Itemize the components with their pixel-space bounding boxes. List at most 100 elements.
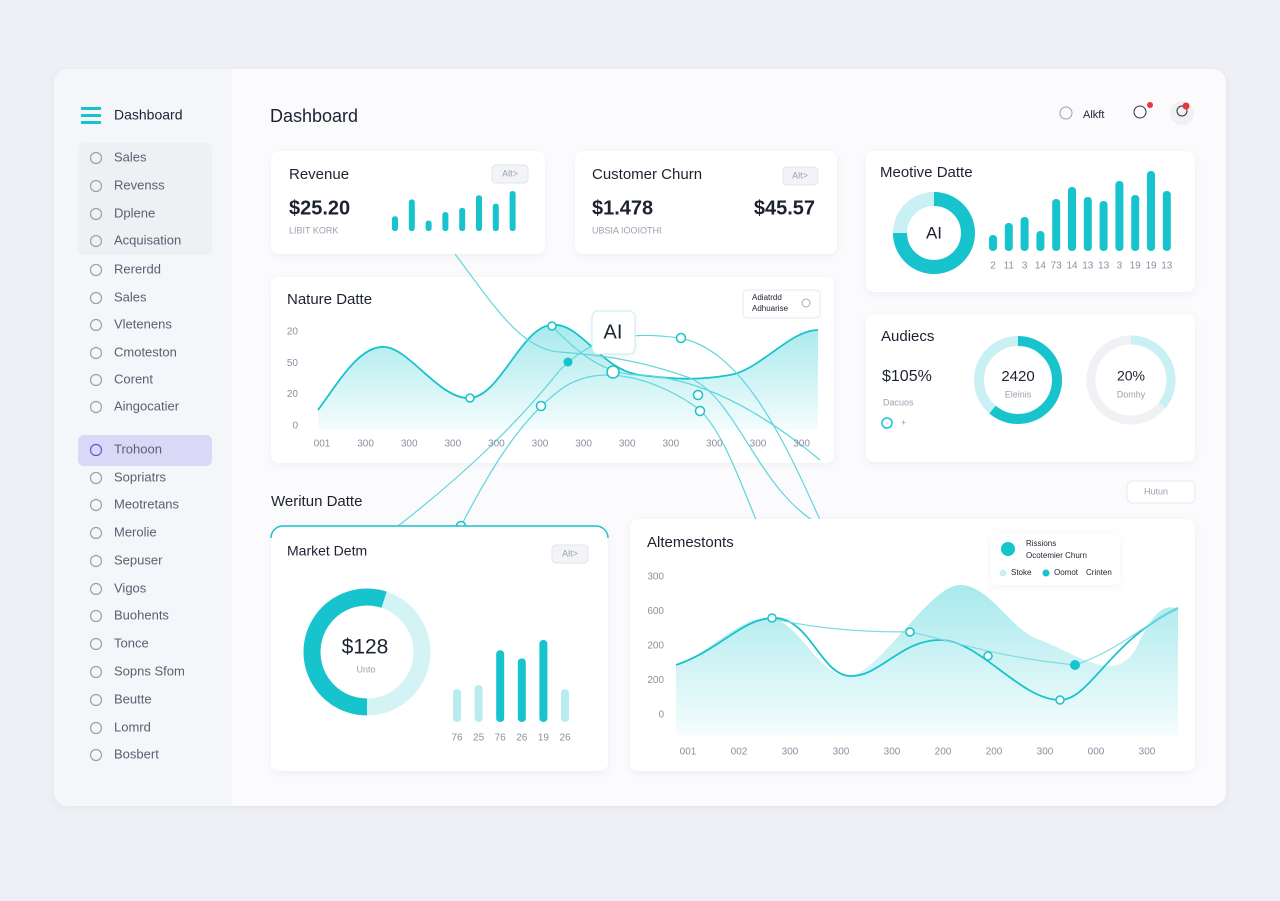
menu-icon[interactable] bbox=[81, 107, 101, 124]
card-title: Customer Churn bbox=[592, 166, 702, 183]
axis-label: 000 bbox=[1088, 747, 1105, 758]
legend-dot bbox=[1042, 569, 1050, 577]
bar bbox=[1147, 171, 1155, 251]
nav-item[interactable]: Vletenens bbox=[114, 316, 172, 331]
caption: Dacuos bbox=[883, 397, 914, 407]
axis-label: 300 bbox=[884, 747, 901, 758]
button[interactable] bbox=[551, 544, 589, 564]
nav-icon bbox=[89, 346, 103, 360]
nav-item[interactable]: Sopns Sfom bbox=[114, 663, 185, 678]
card-title: Meotive Datte bbox=[880, 164, 973, 181]
nav-icon bbox=[89, 373, 103, 387]
nav-item[interactable]: Rererdd bbox=[114, 261, 161, 276]
bar bbox=[517, 658, 526, 722]
profile-icon[interactable] bbox=[1170, 101, 1194, 125]
axis-label: 002 bbox=[731, 747, 748, 758]
donut bbox=[1086, 335, 1176, 425]
donut-label: AI bbox=[926, 223, 942, 242]
value: $1.478 bbox=[592, 197, 653, 219]
nav-item[interactable]: Sales bbox=[114, 289, 147, 304]
ai-badge-label: AI bbox=[604, 321, 623, 343]
bar bbox=[561, 689, 569, 722]
nav-icon bbox=[89, 443, 103, 457]
bar-label: 13 bbox=[1098, 261, 1110, 272]
bar bbox=[1083, 197, 1092, 251]
popup bbox=[991, 533, 1120, 585]
nav-item[interactable]: Trohoon bbox=[114, 441, 162, 456]
nav-item[interactable]: Tonce bbox=[114, 635, 149, 650]
bar bbox=[1115, 181, 1124, 251]
bar-label: 19 bbox=[1145, 261, 1157, 272]
nav-item[interactable]: Meotretans bbox=[114, 496, 180, 511]
nav-icon bbox=[89, 721, 103, 735]
bar bbox=[453, 689, 461, 722]
axis-label: 0 bbox=[658, 710, 664, 721]
nav-item[interactable]: Bosbert bbox=[114, 746, 159, 761]
button[interactable] bbox=[782, 166, 819, 186]
card bbox=[575, 151, 837, 254]
axis-label: 001 bbox=[314, 439, 331, 450]
axis-label: 300 bbox=[833, 747, 850, 758]
button-label: Hutun bbox=[1144, 486, 1168, 496]
axis-label: 200 bbox=[647, 675, 664, 686]
card-title: Revenue bbox=[289, 166, 349, 183]
bar-label: 73 bbox=[1051, 261, 1063, 272]
nav-icon bbox=[89, 151, 103, 165]
bar bbox=[1052, 199, 1061, 251]
nav-icon bbox=[89, 207, 103, 221]
bar bbox=[496, 650, 505, 722]
bar-label: 19 bbox=[538, 733, 550, 744]
axis-label: 300 bbox=[1139, 747, 1156, 758]
bar bbox=[989, 235, 997, 251]
donut bbox=[974, 336, 1062, 424]
card-title: Altemestonts bbox=[647, 534, 734, 551]
button-label: Alt> bbox=[562, 548, 578, 558]
nav-icon bbox=[89, 291, 103, 305]
nav-item[interactable]: Revenss bbox=[114, 177, 165, 192]
axis-label: 300 bbox=[619, 439, 636, 450]
line bbox=[769, 607, 1179, 666]
card-title: Market Detm bbox=[287, 543, 367, 559]
user-icon[interactable] bbox=[1059, 106, 1073, 120]
axis-label: 300 bbox=[401, 439, 418, 450]
caption: LIBIT KORK bbox=[289, 225, 338, 235]
nav-icon bbox=[89, 263, 103, 277]
bar bbox=[492, 203, 499, 231]
caption: UBSIA IOOIOTHI bbox=[592, 225, 662, 235]
legend-label: Adiatrdd bbox=[752, 293, 782, 302]
nav-item[interactable]: Merolie bbox=[114, 524, 157, 539]
bar bbox=[425, 220, 432, 231]
card-accent bbox=[270, 525, 609, 539]
nav-item[interactable]: Dplene bbox=[114, 205, 155, 220]
nav-item[interactable]: Beutte bbox=[114, 691, 152, 706]
axis-label: 300 bbox=[357, 439, 374, 450]
nav-icon bbox=[89, 554, 103, 568]
nav-item[interactable]: Sales bbox=[114, 149, 147, 164]
nav-item[interactable]: Sepuser bbox=[114, 552, 163, 567]
nav-icon bbox=[89, 498, 103, 512]
axis-label: 300 bbox=[1037, 747, 1054, 758]
value: $45.57 bbox=[754, 197, 815, 219]
button[interactable] bbox=[1126, 480, 1196, 504]
nav-item[interactable]: Cmoteston bbox=[114, 344, 177, 359]
bar bbox=[1004, 223, 1013, 251]
nav-item[interactable]: Lomrd bbox=[114, 719, 151, 734]
nav-item[interactable]: Buohents bbox=[114, 607, 169, 622]
bar bbox=[1036, 231, 1045, 251]
donut-value: 2420 bbox=[1001, 368, 1034, 385]
sidebar-group bbox=[78, 143, 212, 255]
button[interactable] bbox=[491, 164, 529, 184]
area bbox=[676, 585, 1178, 735]
bar-label: 11 bbox=[1004, 261, 1015, 272]
legend-dot bbox=[881, 417, 893, 429]
card bbox=[866, 314, 1195, 462]
nav-icon bbox=[89, 234, 103, 248]
axis-label: 200 bbox=[935, 747, 952, 758]
nav-icon bbox=[89, 748, 103, 762]
nav-item[interactable]: Aingocatier bbox=[114, 398, 180, 413]
nav-item[interactable]: Corent bbox=[114, 371, 153, 386]
nav-item[interactable]: Vigos bbox=[114, 580, 147, 595]
nav-item[interactable]: Acquisation bbox=[114, 232, 181, 247]
notif-icon[interactable] bbox=[1133, 102, 1153, 119]
nav-item[interactable]: Sopriatrs bbox=[114, 469, 167, 484]
